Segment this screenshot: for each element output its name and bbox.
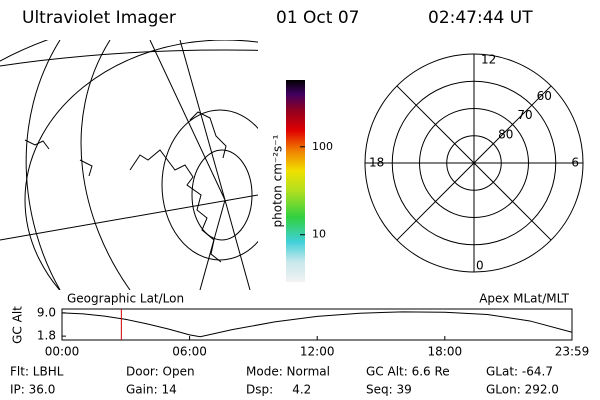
polar-ring-label: 60 [537, 89, 552, 103]
lon-line [0, 40, 258, 290]
status-field: GLat: -64.7 [486, 365, 553, 379]
polar-hour-label: 12 [481, 53, 496, 67]
status-field: GLon: 292.0 [486, 383, 559, 397]
x-tick-label: 00:00 [45, 345, 80, 359]
x-tick-label: 06:00 [172, 345, 207, 359]
polar-spoke [396, 85, 552, 241]
status-field: GC Alt: 6.6 Re [366, 365, 450, 379]
colorbar-label: photon cm⁻²s⁻¹ [271, 134, 285, 227]
altitude-line [61, 311, 573, 338]
polar-hour-label: 0 [476, 259, 484, 273]
colorbar [286, 80, 305, 282]
y-tick-label: 9.0 [37, 305, 56, 319]
colorbar-tick-label: 10 [312, 228, 326, 241]
colorbar-tick-label: 100 [312, 140, 333, 153]
status-field: Mode: Normal [246, 365, 330, 379]
coastline [24, 111, 227, 263]
polar-ring-label: 70 [517, 108, 532, 122]
time: 02:47:44 UT [428, 8, 533, 28]
status-field: Dsp: 4.2 [246, 383, 311, 397]
status-field: Gain: 14 [126, 383, 177, 397]
lat-line [0, 49, 258, 67]
x-tick-label: 18:00 [428, 345, 463, 359]
plot-frame [61, 308, 573, 341]
x-tick-label: 23:59 [555, 345, 590, 359]
status-field: IP: 36.0 [10, 383, 55, 397]
x-tick-label: 12:00 [300, 345, 335, 359]
y-axis-label: GC Alt [11, 306, 25, 344]
lat-line [24, 40, 258, 290]
polar-hour-label: 6 [571, 156, 579, 170]
polar-hour-label: 18 [369, 156, 384, 170]
status-field: Door: Open [126, 365, 195, 379]
status-field: Seq: 39 [366, 383, 412, 397]
y-tick-label: 1.8 [37, 329, 56, 343]
date: 01 Oct 07 [276, 8, 359, 28]
left-map-label: Geographic Lat/Lon [67, 292, 184, 306]
status-field: Flt: LBHL [10, 365, 64, 379]
polar-ring-label: 80 [498, 127, 513, 141]
geo-map [0, 40, 258, 290]
lat-line [191, 149, 253, 241]
title: Ultraviolet Imager [22, 8, 176, 28]
lat-line [161, 109, 258, 261]
right-map-label: Apex MLat/MLT [479, 292, 569, 306]
